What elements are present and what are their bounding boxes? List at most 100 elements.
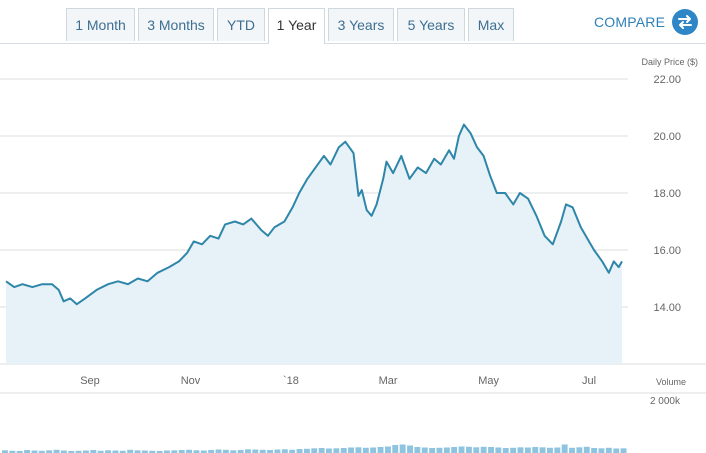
volume-bar <box>326 448 332 453</box>
volume-bar <box>348 447 354 453</box>
volume-bar <box>2 450 8 453</box>
volume-bar <box>60 450 67 453</box>
volume-bar <box>193 450 200 453</box>
volume-bars <box>0 392 706 453</box>
volume-bar <box>517 447 524 453</box>
volume-bar <box>620 448 627 453</box>
volume-bar <box>53 449 60 453</box>
price-area-fill <box>6 124 622 364</box>
volume-bar <box>281 449 288 453</box>
volume-bar <box>443 447 450 453</box>
y-tick-label: 22.00 <box>653 74 681 86</box>
volume-bar <box>237 450 244 453</box>
volume-bar <box>259 449 266 453</box>
volume-bar <box>429 448 436 453</box>
x-tick-label: Jul <box>582 375 596 387</box>
volume-bar <box>9 450 16 453</box>
y-tick-label: 16.00 <box>653 245 681 257</box>
tab-max[interactable]: Max <box>468 8 514 41</box>
volume-bar <box>156 451 163 453</box>
volume-bar <box>532 447 539 453</box>
timeframe-toolbar: 1 Month 3 Months YTD 1 Year 3 Years 5 Ye… <box>0 0 706 44</box>
volume-bar <box>392 445 399 453</box>
tab-5-years[interactable]: 5 Years <box>397 8 465 41</box>
volume-bar <box>340 448 347 453</box>
tab-ytd[interactable]: YTD <box>217 8 265 41</box>
volume-bar <box>97 450 104 453</box>
volume-bar <box>598 448 605 453</box>
volume-bar <box>245 449 251 453</box>
volume-bar <box>83 450 89 453</box>
volume-bar <box>436 447 443 453</box>
date-axis-labels: Sep Nov `18 Mar May Jul <box>80 375 596 387</box>
price-volume-chart: 22.00 20.00 18.00 16.00 14.00 Daily Price ($… <box>0 57 706 453</box>
volume-bar <box>112 450 119 453</box>
volume-bar <box>569 447 575 453</box>
volume-bar <box>576 447 583 453</box>
volume-bar <box>473 447 480 453</box>
volume-bar <box>421 447 428 453</box>
volume-bar <box>134 450 141 453</box>
tab-1-month[interactable]: 1 Month <box>66 8 135 41</box>
volume-tick-label: 2 000k <box>650 396 681 407</box>
compare-button[interactable]: COMPARE <box>594 14 666 30</box>
y-tick-label: 14.00 <box>653 302 681 314</box>
y-tick-label: 18.00 <box>653 188 681 200</box>
volume-bar <box>75 450 82 453</box>
volume-bar <box>127 449 134 453</box>
volume-bar <box>510 447 517 453</box>
volume-bar <box>399 444 406 453</box>
volume-bar <box>583 446 590 453</box>
volume-bar <box>539 447 546 453</box>
tab-1-year[interactable]: 1 Year <box>268 8 325 44</box>
tab-3-months[interactable]: 3 Months <box>138 8 214 41</box>
price-axis-title: Daily Price ($) <box>641 57 698 67</box>
x-tick-label: `18 <box>283 375 299 387</box>
volume-bar <box>200 450 207 453</box>
volume-bar <box>547 447 553 453</box>
volume-bar <box>451 447 458 453</box>
volume-bar <box>480 446 487 453</box>
volume-bar <box>561 444 568 453</box>
volume-bar <box>458 446 465 453</box>
volume-bar <box>333 448 340 453</box>
volume-bar <box>90 450 97 453</box>
volume-bar <box>68 451 75 453</box>
volume-bar <box>46 450 53 453</box>
swap-arrows-icon <box>678 15 692 29</box>
volume-axis-title: Volume <box>656 377 686 387</box>
volume-bar <box>24 450 30 453</box>
volume-bar <box>605 447 612 453</box>
volume-bar <box>222 449 229 453</box>
volume-bar <box>613 448 620 453</box>
x-tick-label: Sep <box>80 375 100 387</box>
volume-bar <box>38 450 45 453</box>
volume-bar <box>414 447 421 453</box>
volume-bar <box>230 450 237 453</box>
volume-bar <box>524 447 531 453</box>
volume-bar <box>377 447 384 453</box>
volume-bar <box>495 447 502 453</box>
volume-bar <box>215 449 222 453</box>
y-tick-label: 20.00 <box>653 131 681 143</box>
volume-bar <box>407 445 413 453</box>
tab-3-years[interactable]: 3 Years <box>328 8 394 41</box>
volume-bar <box>355 447 362 453</box>
volume-bar <box>141 450 148 453</box>
volume-bar <box>186 449 192 453</box>
volume-bar <box>119 450 126 453</box>
volume-bar <box>554 447 561 453</box>
volume-bar <box>502 448 509 453</box>
volume-bar <box>208 450 215 453</box>
volume-bar <box>252 449 259 453</box>
price-line <box>5 123 623 306</box>
x-tick-label: Mar <box>379 375 398 387</box>
volume-bar <box>267 450 273 453</box>
x-tick-label: Nov <box>181 375 201 387</box>
volume-bar <box>385 446 391 453</box>
volume-bar <box>164 450 170 453</box>
volume-bar <box>105 450 111 453</box>
compare-icon-button[interactable] <box>672 9 698 35</box>
x-tick-label: May <box>478 375 499 387</box>
volume-bar <box>149 450 156 453</box>
